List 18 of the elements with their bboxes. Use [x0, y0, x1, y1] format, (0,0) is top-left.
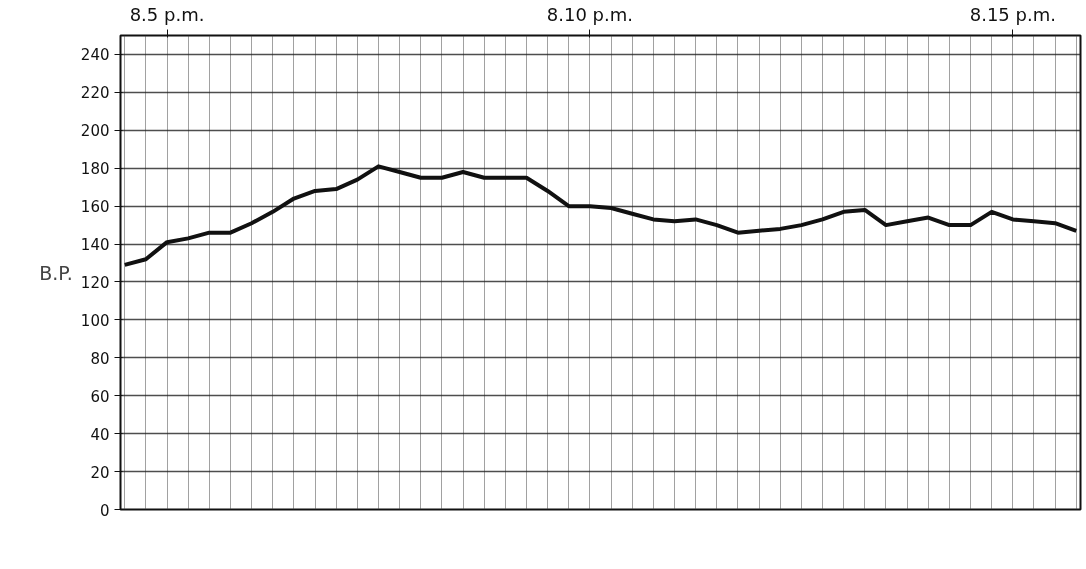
- x-tick-label: 8.5 p.m.: [129, 3, 205, 25]
- y-tick-label: 180: [80, 160, 110, 179]
- y-tick-label: 40: [90, 425, 110, 444]
- x-tick-label: 8.15 p.m.: [969, 3, 1056, 25]
- y-tick-label: 220: [80, 84, 110, 103]
- y-tick-label: 60: [90, 387, 110, 406]
- y-axis-title: B.P.: [39, 261, 73, 284]
- y-tick-label: 100: [80, 311, 110, 330]
- y-tick-label: 20: [90, 463, 110, 482]
- y-tick-label: 120: [80, 273, 110, 292]
- y-tick-label: 0: [99, 501, 110, 520]
- y-tick-label: 160: [80, 198, 110, 217]
- y-tick-label: 80: [90, 349, 110, 368]
- y-tick-label: 200: [80, 122, 110, 141]
- line-series: [122, 164, 1079, 267]
- x-tick-label: 8.10 p.m.: [546, 3, 634, 25]
- y-tick-label: 240: [80, 46, 110, 65]
- y-tick-label: 140: [80, 236, 110, 255]
